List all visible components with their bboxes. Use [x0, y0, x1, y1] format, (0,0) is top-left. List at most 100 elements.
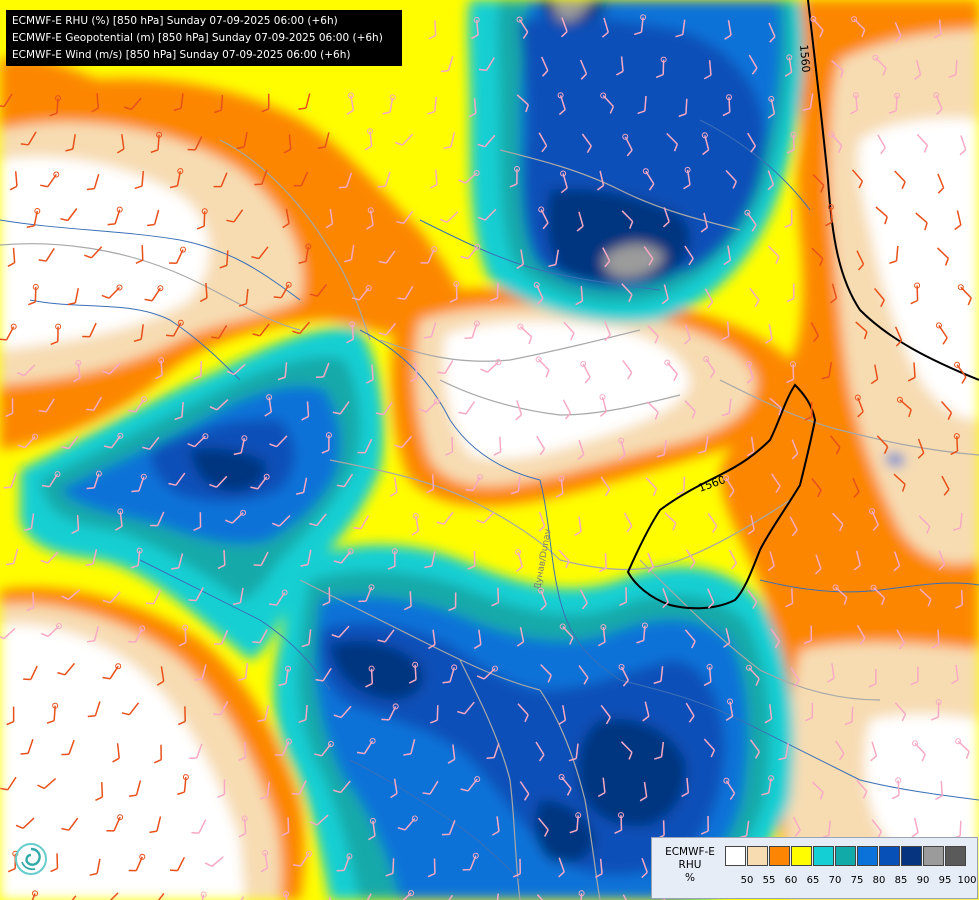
wind-barb [394, 435, 413, 449]
wind-barb [685, 702, 695, 723]
wind-barb [915, 212, 928, 231]
wind-barb [298, 93, 311, 110]
wind-barb [217, 550, 226, 570]
wind-barb [295, 477, 308, 495]
wind-barb [236, 131, 248, 150]
wind-barb [174, 402, 184, 421]
wind-barb [746, 664, 760, 687]
wind-barb [390, 778, 398, 799]
wind-barb [188, 587, 204, 602]
wind-barb [746, 436, 755, 457]
map-info-box: ECMWF-E RHU (%) [850 hPa] Sunday 07-09-2… [6, 10, 402, 66]
wind-barb [309, 814, 329, 826]
wind-barb [875, 206, 888, 225]
wind-barb [9, 171, 18, 191]
wind-barb [558, 549, 570, 569]
wind-barb [333, 780, 351, 794]
wind-barb [654, 741, 665, 760]
wind-barb [427, 96, 438, 115]
wind-barb [375, 401, 393, 416]
wind-barb [428, 20, 437, 40]
wind-barb [291, 780, 307, 795]
wind-barb [238, 815, 248, 838]
wind-barb [724, 20, 732, 40]
wind-barb [5, 398, 14, 418]
wind-barb [872, 54, 887, 76]
wind-barb [555, 475, 565, 498]
wind-barb [486, 743, 500, 760]
wind-barb [443, 132, 456, 149]
wind-barb [336, 473, 354, 488]
wind-barb [697, 436, 709, 454]
wind-barb [940, 401, 953, 420]
wind-barb [810, 322, 820, 343]
wind-barb [761, 775, 775, 796]
wind-barb [378, 322, 397, 336]
wind-barb [491, 587, 500, 607]
wind-barb [954, 361, 967, 384]
wind-barb [112, 743, 120, 763]
wind-barb [199, 282, 208, 303]
wind-barb [893, 551, 901, 572]
wind-barb [252, 629, 268, 644]
wind-barb [703, 60, 712, 80]
wind-barb [643, 246, 654, 266]
wind-barb [830, 283, 838, 304]
wind-barb [3, 472, 17, 489]
wind-barb [810, 16, 824, 38]
wind-barb [277, 362, 288, 381]
wind-barb [723, 245, 732, 266]
wind-barb [315, 362, 330, 378]
wind-barb [615, 56, 624, 76]
wind-barb [6, 548, 19, 566]
wind-barb [891, 777, 902, 800]
wind-barb [599, 553, 607, 573]
wind-barb [701, 132, 710, 156]
wind-barb [666, 132, 679, 152]
wind-barb [894, 702, 907, 722]
wind-barb [437, 360, 454, 375]
wind-barb [744, 209, 757, 232]
wind-barb [273, 281, 292, 299]
wind-barb [893, 473, 906, 492]
wind-barb [238, 663, 249, 682]
wind-barb [721, 321, 730, 341]
wind-barb [910, 282, 921, 305]
wind-barb [325, 208, 334, 229]
wind-barb [748, 54, 758, 75]
wind-barb [87, 701, 101, 718]
wind-barb [684, 629, 696, 649]
wind-barb [165, 319, 184, 337]
wind-barb [778, 742, 790, 761]
wind-barb [601, 17, 609, 38]
wind-barb [633, 14, 647, 36]
wind-barb [189, 743, 203, 760]
wind-barb [333, 705, 352, 719]
wind-barb [61, 589, 81, 601]
legend-swatch [901, 846, 922, 866]
wind-barb [351, 285, 372, 301]
wind-barb [424, 551, 436, 569]
legend-tick-label: 75 [850, 875, 864, 886]
wind-barb [57, 662, 76, 676]
wind-barb [199, 891, 207, 900]
wind-barb [20, 738, 34, 755]
wind-barb [89, 858, 101, 876]
wind-barb [769, 397, 782, 416]
wind-barb [854, 394, 864, 418]
wind-barb [309, 513, 327, 527]
wind-barb [464, 320, 480, 340]
wind-barb [622, 133, 633, 157]
wind-barb [71, 514, 80, 535]
legend-swatch [747, 846, 768, 866]
wind-barb [343, 244, 355, 263]
wind-barb [468, 98, 477, 118]
wind-barb [173, 93, 184, 112]
wind-barb [238, 742, 247, 762]
wind-barb [874, 288, 885, 308]
legend-swatches [725, 846, 967, 866]
wind-barb [460, 243, 481, 260]
wind-barb [790, 667, 800, 687]
wind-barb [835, 740, 845, 761]
legend-tick-label: 70 [828, 875, 842, 886]
